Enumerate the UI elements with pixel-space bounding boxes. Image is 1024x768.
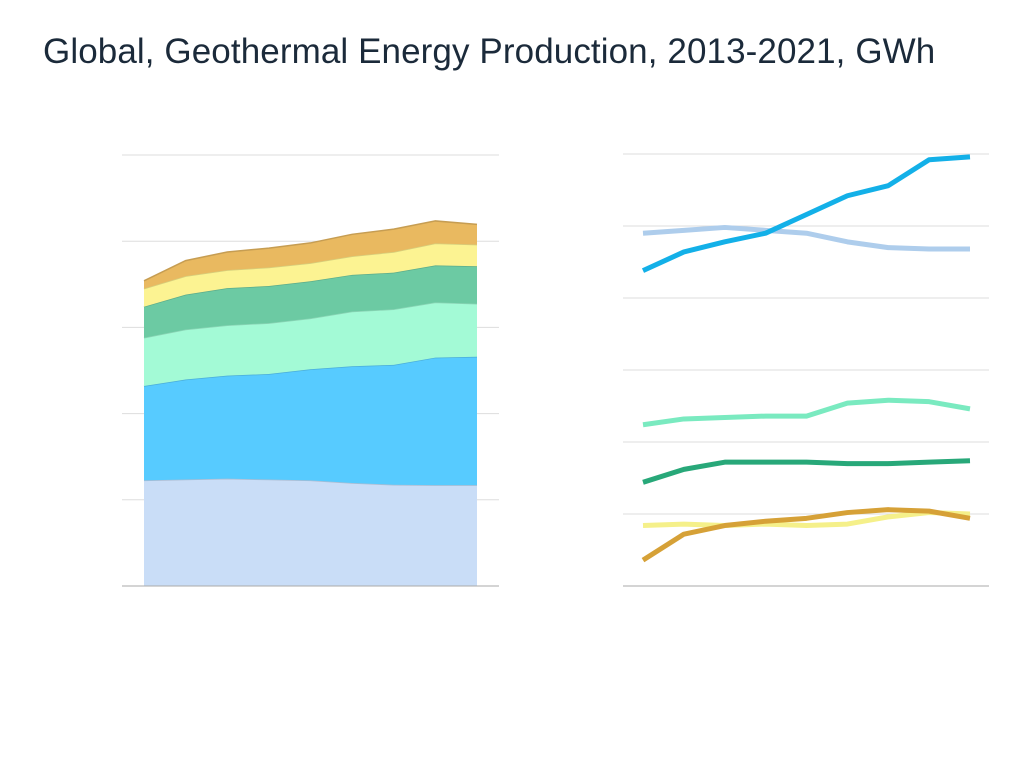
area-band-3	[144, 302, 477, 387]
series-line-1	[642, 224, 970, 252]
area-band-1	[144, 478, 477, 586]
series-line-2	[641, 154, 971, 273]
area-band-2	[144, 356, 477, 486]
series-line-5	[642, 510, 971, 529]
series-line-6	[641, 507, 971, 563]
series-line-4	[642, 458, 971, 485]
area-band-4	[144, 265, 477, 338]
area-band-5	[144, 243, 477, 307]
area-band-6	[144, 220, 477, 289]
page-title: Global, Geothermal Energy Production, 20…	[43, 32, 936, 71]
area-edge-6	[143, 220, 478, 282]
series-line-3	[642, 397, 971, 428]
